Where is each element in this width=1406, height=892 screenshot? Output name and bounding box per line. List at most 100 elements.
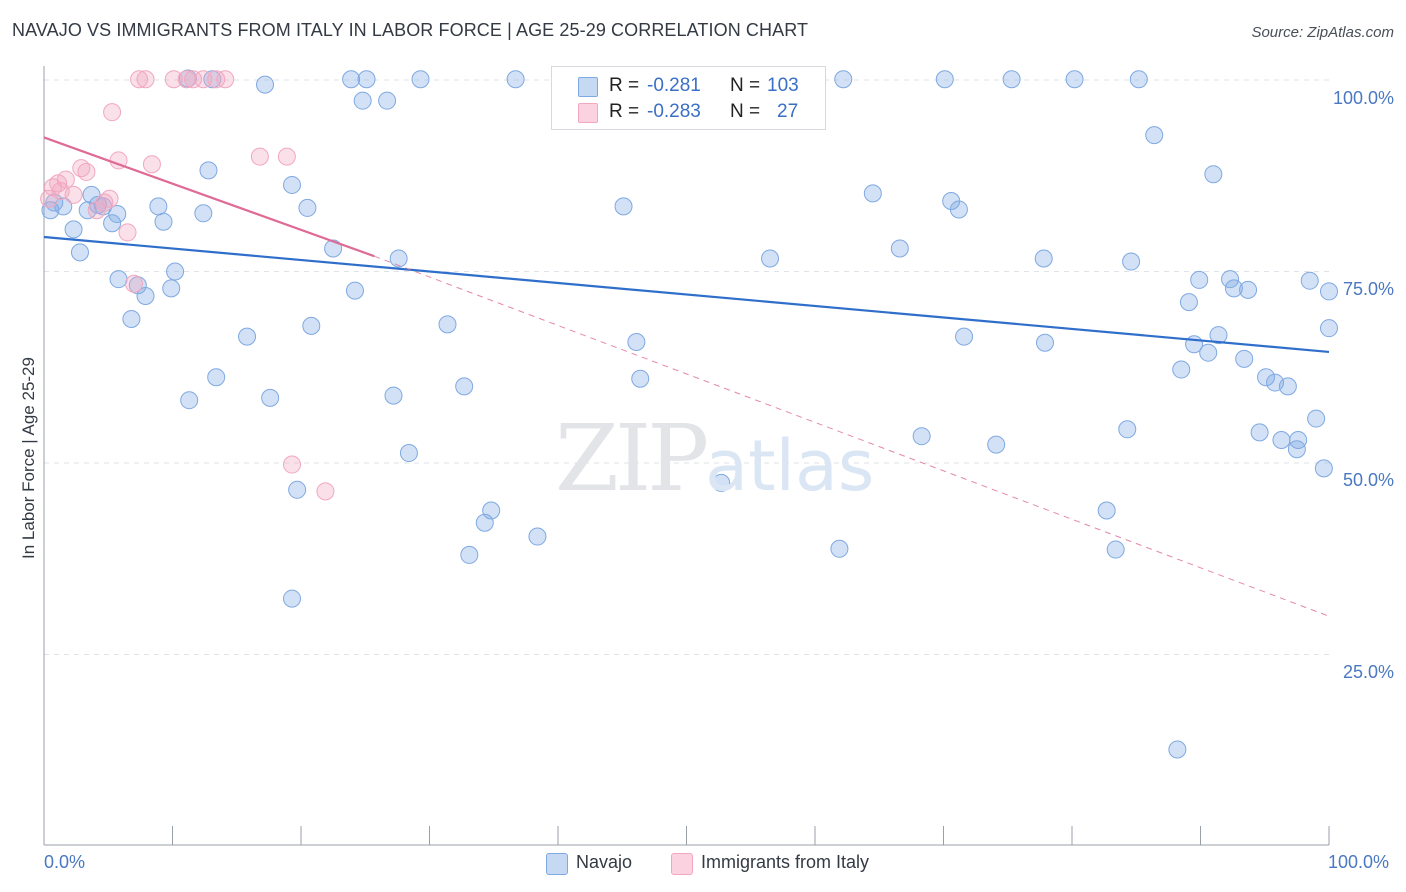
navajo-point-59 (834, 70, 853, 89)
navajo-point-95 (1278, 377, 1297, 396)
n-label: N = (730, 101, 761, 122)
series-legend: Navajo Immigrants from Italy (0, 852, 1406, 878)
navajo-point-11 (109, 270, 128, 289)
navajo-point-97 (1289, 431, 1308, 450)
navajo-point-36 (353, 91, 372, 110)
italy-trend-extension (374, 255, 1330, 617)
navajo-point-70 (1034, 249, 1053, 268)
r-label: R = (609, 75, 640, 96)
navajo-point-76 (1122, 252, 1141, 271)
italy-point-24 (250, 147, 269, 166)
navajo-point-77 (1129, 70, 1148, 89)
italy-point-4 (56, 170, 75, 189)
navajo-point-61 (863, 184, 882, 203)
navajo-point-90 (1239, 280, 1258, 299)
navajo-point-98 (1300, 271, 1319, 290)
navajo-point-20 (178, 69, 197, 88)
navajo-point-10 (108, 205, 127, 224)
navajo-point-83 (1190, 270, 1209, 289)
navajo-point-102 (1320, 282, 1338, 301)
navajo-point-42 (411, 70, 430, 89)
y-tick-label-25: 25.0% (1342, 662, 1394, 682)
italy-legend-swatch (671, 853, 693, 875)
navajo-point-67 (955, 327, 974, 346)
navajo-point-51 (614, 197, 633, 216)
italy-point-10 (100, 189, 119, 208)
navajo-swatch (578, 77, 598, 97)
navajo-point-41 (399, 444, 418, 463)
italy-point-17 (142, 155, 161, 174)
navajo-point-22 (199, 161, 218, 180)
navajo-point-34 (342, 70, 361, 89)
navajo-point-21 (194, 204, 213, 223)
navajo-point-44 (455, 377, 474, 396)
italy-point-7 (77, 162, 96, 181)
navajo-point-49 (528, 527, 547, 546)
italy-point-20 (184, 70, 203, 89)
chart-title: NAVAJO VS IMMIGRANTS FROM ITALY IN LABOR… (12, 20, 809, 40)
italy-point-13 (118, 223, 137, 242)
navajo-point-62 (890, 239, 909, 258)
navajo-point-87 (1221, 270, 1240, 289)
legend-label-italy: Immigrants from Italy (701, 852, 870, 872)
navajo-point-64 (935, 70, 954, 89)
navajo-point-45 (460, 545, 479, 564)
navajo-point-15 (149, 197, 168, 216)
navajo-point-38 (378, 91, 397, 110)
navajo-point-28 (283, 175, 302, 194)
navajo-point-24 (207, 368, 226, 387)
watermark-zip: ZIP (555, 405, 709, 512)
x-tick-label-min: 0.0% (44, 852, 86, 872)
navajo-point-14 (136, 287, 155, 306)
navajo-point-63 (912, 427, 931, 446)
navajo-point-9 (103, 214, 122, 233)
italy-swatch (578, 103, 598, 123)
x-tick-label-max: 100.0% (1328, 852, 1390, 872)
y-tick-label-50: 50.0% (1342, 470, 1394, 490)
watermark: ZIPatlas (555, 405, 874, 512)
navajo-point-47 (482, 501, 501, 520)
navajo-point-71 (1036, 333, 1055, 352)
navajo-point-92 (1257, 368, 1276, 387)
n-value: 27 (777, 101, 799, 122)
navajo-point-85 (1204, 165, 1223, 184)
navajo-point-91 (1250, 423, 1269, 442)
navajo-point-55 (712, 473, 731, 492)
stats-legend: R = -0.281 N = 103 R = -0.283 N = 27 (551, 66, 826, 130)
navajo-point-79 (1168, 740, 1187, 759)
navajo-point-16 (154, 212, 173, 231)
navajo-point-37 (357, 70, 376, 89)
navajo-point-12 (122, 309, 141, 328)
navajo-point-66 (949, 200, 968, 219)
italy-point-25 (277, 147, 296, 166)
navajo-point-96 (1287, 440, 1306, 459)
navajo-point-29 (283, 589, 302, 608)
navajo-point-17 (162, 279, 181, 298)
navajo-point-74 (1106, 540, 1125, 559)
navajo-point-68 (987, 435, 1006, 454)
navajo-point-75 (1118, 420, 1137, 439)
y-axis-label: In Labor Force | Age 25-29 (19, 357, 38, 559)
r-value: -0.283 (647, 101, 701, 122)
navajo-point-99 (1307, 409, 1326, 428)
italy-point-11 (103, 103, 122, 122)
navajo-point-43 (438, 315, 457, 334)
navajo-point-84 (1199, 343, 1218, 362)
navajo-point-52 (627, 332, 646, 351)
n-value: 103 (767, 75, 799, 96)
legend-label-navajo: Navajo (576, 852, 633, 872)
italy-point-26 (283, 455, 302, 474)
navajo-point-53 (631, 369, 650, 388)
italy-point-15 (130, 70, 149, 89)
navajo-legend-swatch (546, 853, 568, 875)
navajo-point-86 (1209, 326, 1228, 345)
italy-point-16 (136, 70, 155, 89)
r-label: R = (609, 101, 640, 122)
navajo-point-2 (54, 197, 73, 216)
navajo-point-39 (384, 386, 403, 405)
r-value: -0.281 (647, 75, 701, 96)
navajo-trend-line (43, 235, 1330, 354)
navajo-point-30 (288, 480, 307, 499)
navajo-point-80 (1172, 360, 1191, 379)
